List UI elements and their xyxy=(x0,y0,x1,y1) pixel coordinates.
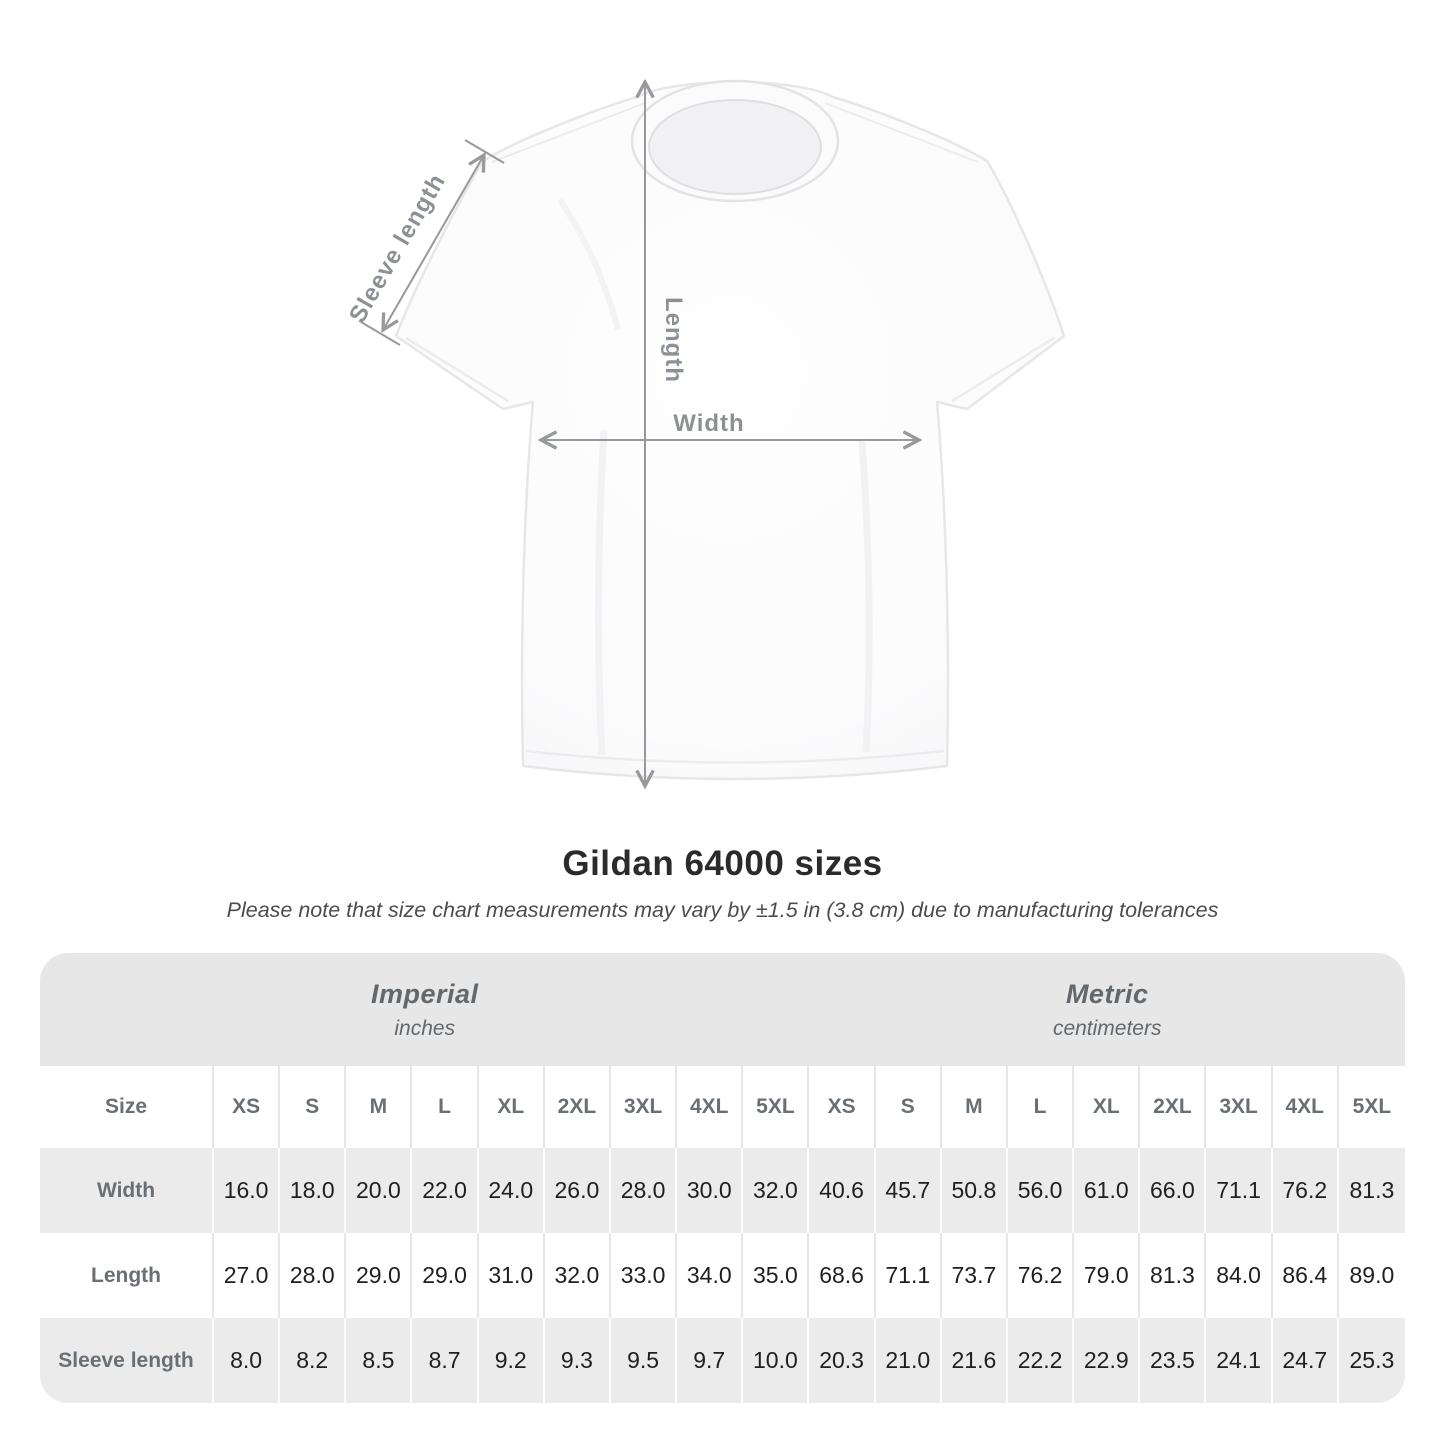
size-table-grid: Size XS S M L XL 2XL 3XL 4XL 5XL XS S M L XL 2XL 3XL 4XL 5… xyxy=(40,1066,1405,1403)
size-column-header: XL xyxy=(478,1066,545,1148)
measurement-cell: 24.1 xyxy=(1206,1318,1273,1403)
measurement-cell: 86.4 xyxy=(1272,1233,1339,1318)
measurement-cell: 8.0 xyxy=(214,1318,281,1403)
length-label: Length xyxy=(660,297,687,383)
measurement-cell: 89.0 xyxy=(1338,1233,1405,1318)
tshirt-diagram: Sleeve length Length Width xyxy=(344,0,1066,828)
measurement-cell: 33.0 xyxy=(610,1233,678,1318)
measurement-cell: 8.5 xyxy=(346,1318,413,1403)
measurement-cell: 22.2 xyxy=(1007,1318,1075,1403)
measurement-cell: 9.5 xyxy=(610,1318,678,1403)
measurement-cell: 22.0 xyxy=(412,1148,479,1233)
unit-header-band: Imperial inches Metric centimeters xyxy=(40,953,1405,1066)
size-column-header: 3XL xyxy=(610,1066,678,1148)
measurement-cell: 21.0 xyxy=(875,1318,942,1403)
measurement-cell: 28.0 xyxy=(610,1148,678,1233)
measurement-cell: 30.0 xyxy=(677,1148,744,1233)
size-column-header: 5XL xyxy=(1338,1066,1405,1148)
measurement-cell: 27.0 xyxy=(214,1233,281,1318)
row-label: Sleeve length xyxy=(40,1318,214,1403)
size-column-header: 5XL xyxy=(743,1066,810,1148)
unit-group-unit: centimeters xyxy=(1052,1016,1162,1040)
measurement-cell: 76.2 xyxy=(1272,1148,1339,1233)
size-column-header: 4XL xyxy=(677,1066,744,1148)
measurement-cell: 23.5 xyxy=(1140,1318,1207,1403)
row-label: Width xyxy=(40,1148,214,1233)
unit-group-imperial: Imperial inches xyxy=(40,953,809,1066)
unit-group-metric: Metric centimeters xyxy=(809,953,1405,1066)
measurement-cell: 56.0 xyxy=(1007,1148,1075,1233)
size-column-header: M xyxy=(941,1066,1008,1148)
size-column-header: XL xyxy=(1074,1066,1141,1148)
measurement-cell: 9.2 xyxy=(478,1318,545,1403)
measurement-cell: 32.0 xyxy=(743,1148,810,1233)
measurement-cell: 68.6 xyxy=(809,1233,876,1318)
size-column-header: S xyxy=(280,1066,347,1148)
measurement-cell: 9.7 xyxy=(677,1318,744,1403)
row-label: Length xyxy=(40,1233,214,1318)
size-column-header: 4XL xyxy=(1272,1066,1339,1148)
size-column-header: M xyxy=(346,1066,413,1148)
measurement-cell: 20.3 xyxy=(809,1318,876,1403)
measurement-cell: 24.0 xyxy=(478,1148,545,1233)
measurement-cell: 21.6 xyxy=(941,1318,1008,1403)
measurement-cell: 73.7 xyxy=(941,1233,1008,1318)
measurement-cell: 81.3 xyxy=(1140,1233,1207,1318)
size-column-header: L xyxy=(412,1066,479,1148)
measurement-cell: 22.9 xyxy=(1074,1318,1141,1403)
measurement-cell: 31.0 xyxy=(478,1233,545,1318)
unit-group-name: Imperial xyxy=(370,978,479,1009)
size-column-header: 2XL xyxy=(1140,1066,1207,1148)
width-label: Width xyxy=(673,410,744,437)
measurement-cell: 8.2 xyxy=(280,1318,347,1403)
measurement-cell: 24.7 xyxy=(1272,1318,1339,1403)
measurement-cell: 20.0 xyxy=(346,1148,413,1233)
measurement-cell: 18.0 xyxy=(280,1148,347,1233)
measurement-cell: 71.1 xyxy=(875,1233,942,1318)
sleeve-length-annotation xyxy=(360,139,505,346)
size-column-header: XS xyxy=(809,1066,876,1148)
size-column-header: S xyxy=(875,1066,942,1148)
size-column-header: 3XL xyxy=(1206,1066,1273,1148)
size-table: Imperial inches Metric centimeters Size X… xyxy=(40,953,1405,1403)
measurement-cell: 9.3 xyxy=(544,1318,611,1403)
size-column-header: L xyxy=(1007,1066,1075,1148)
measurement-cell: 45.7 xyxy=(875,1148,942,1233)
measurement-cell: 81.3 xyxy=(1338,1148,1405,1233)
measurement-cell: 79.0 xyxy=(1074,1233,1141,1318)
measurement-cell: 10.0 xyxy=(743,1318,810,1403)
measurement-cell: 26.0 xyxy=(544,1148,611,1233)
unit-group-unit: inches xyxy=(394,1016,456,1040)
measurement-cell: 76.2 xyxy=(1007,1233,1075,1318)
tolerance-note: Please note that size chart measurements… xyxy=(226,898,1219,922)
size-column-header: 2XL xyxy=(544,1066,611,1148)
measurement-cell: 29.0 xyxy=(412,1233,479,1318)
measurement-cell: 8.7 xyxy=(412,1318,479,1403)
measurement-cell: 28.0 xyxy=(280,1233,347,1318)
measurement-cell: 40.6 xyxy=(809,1148,876,1233)
measurement-cell: 84.0 xyxy=(1206,1233,1273,1318)
measurement-cell: 25.3 xyxy=(1338,1318,1405,1403)
measurement-cell: 32.0 xyxy=(544,1233,611,1318)
size-column-header: XS xyxy=(214,1066,281,1148)
page-title: Gildan 64000 sizes xyxy=(562,844,883,883)
measurement-cell: 16.0 xyxy=(214,1148,281,1233)
measurement-cell: 66.0 xyxy=(1140,1148,1207,1233)
measurement-cell: 50.8 xyxy=(941,1148,1008,1233)
measurement-cell: 61.0 xyxy=(1074,1148,1141,1233)
tshirt-illustration: Sleeve length Length Width xyxy=(344,0,1066,828)
measurement-cell: 34.0 xyxy=(677,1233,744,1318)
measurement-cell: 35.0 xyxy=(743,1233,810,1318)
unit-group-name: Metric xyxy=(1065,978,1149,1009)
measurement-cell: 71.1 xyxy=(1206,1148,1273,1233)
size-row-label: Size xyxy=(40,1066,214,1148)
measurement-cell: 29.0 xyxy=(346,1233,413,1318)
